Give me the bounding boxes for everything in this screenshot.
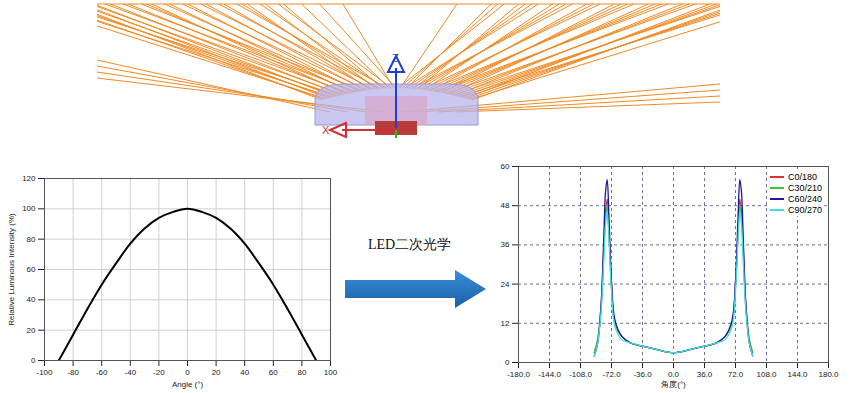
svg-text:Relative Luminous Intensity (%: Relative Luminous Intensity (%): [7, 213, 16, 326]
svg-text:72.0: 72.0: [728, 370, 744, 379]
svg-text:-36.0: -36.0: [633, 370, 652, 379]
svg-text:-180.0: -180.0: [507, 370, 530, 379]
svg-text:36: 36: [501, 240, 510, 249]
svg-text:40: 40: [240, 368, 249, 377]
svg-text:-80: -80: [67, 368, 79, 377]
svg-text:X: X: [322, 124, 330, 136]
svg-text:-144.0: -144.0: [538, 370, 561, 379]
svg-text:80: 80: [297, 368, 306, 377]
svg-text:60: 60: [269, 368, 278, 377]
svg-text:角度(°): 角度(°): [661, 380, 686, 389]
svg-text:0: 0: [505, 358, 510, 367]
svg-text:-100: -100: [36, 368, 53, 377]
svg-text:20: 20: [212, 368, 221, 377]
svg-text:180.0: 180.0: [818, 370, 839, 379]
html-text:C0/180: C0/180: [788, 171, 817, 182]
html-text:C60/240: C60/240: [788, 193, 822, 204]
html-text:C90/270: C90/270: [788, 204, 822, 215]
svg-text:100: 100: [324, 368, 338, 377]
svg-text:80: 80: [27, 235, 36, 244]
svg-text:-40: -40: [125, 368, 137, 377]
svg-text:-108.0: -108.0: [569, 370, 592, 379]
svg-text:60: 60: [27, 265, 36, 274]
svg-text:108.0: 108.0: [756, 370, 777, 379]
svg-text:-72.0: -72.0: [602, 370, 621, 379]
svg-text:144.0: 144.0: [787, 370, 808, 379]
svg-text:12: 12: [501, 319, 510, 328]
svg-text:36.0: 36.0: [697, 370, 713, 379]
svg-text:48: 48: [501, 201, 510, 210]
svg-text:100: 100: [22, 204, 36, 213]
svg-text:24: 24: [501, 280, 510, 289]
svg-text:-60: -60: [96, 368, 108, 377]
svg-text:-20: -20: [153, 368, 165, 377]
svg-text:0.0: 0.0: [668, 370, 680, 379]
svg-text:Z: Z: [392, 52, 399, 64]
svg-text:20: 20: [27, 326, 36, 335]
svg-text:60: 60: [501, 162, 510, 171]
svg-text:40: 40: [27, 295, 36, 304]
svg-text:0: 0: [31, 356, 36, 365]
svg-text:120: 120: [22, 174, 36, 183]
svg-text:0: 0: [185, 368, 190, 377]
svg-text:Angle (°): Angle (°): [172, 380, 204, 389]
svg-text:LED二次光学: LED二次光学: [368, 237, 451, 252]
html-text:C30/210: C30/210: [788, 182, 822, 193]
